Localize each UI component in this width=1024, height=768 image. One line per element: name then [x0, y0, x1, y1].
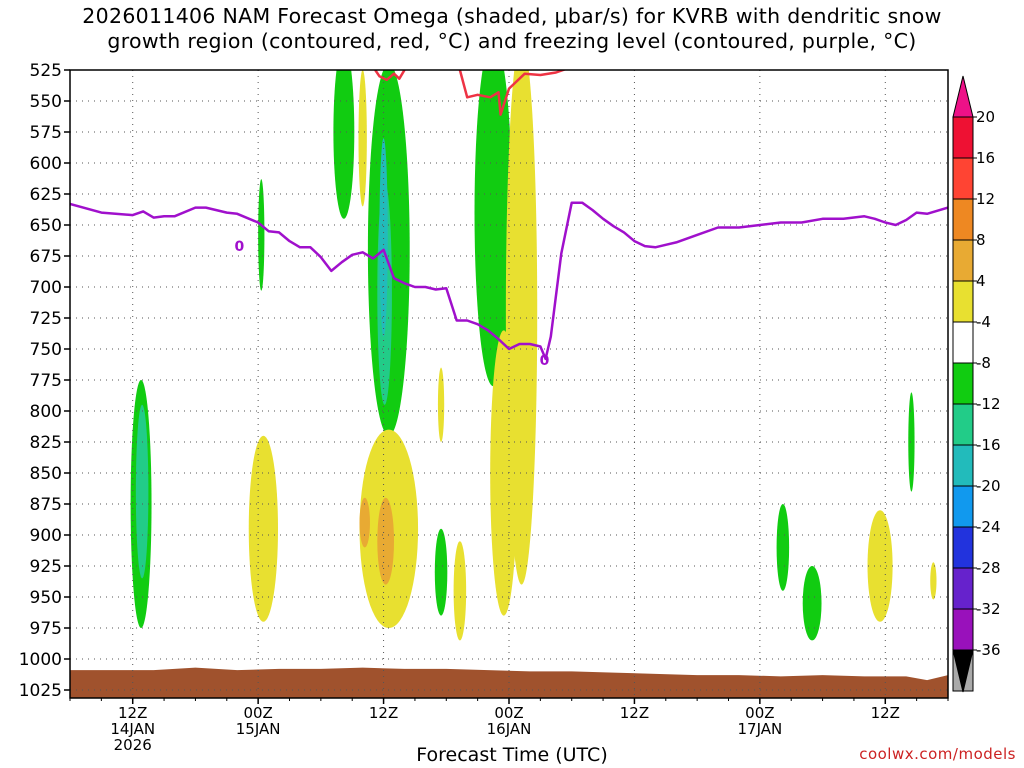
colorbar-label-0: 20 — [976, 108, 995, 126]
omega-region-3 — [258, 179, 265, 291]
contour-layer: 00 — [70, 70, 948, 369]
colorbar-bin-6 — [952, 362, 974, 405]
x-tick-label-0-2: 2026 — [114, 736, 152, 754]
x-tick-label-3-0: 00Z — [494, 704, 523, 722]
y-axis: 525 550 575 600 625 650 675 700 725 750 775 800 825 8… — [19, 61, 70, 701]
y-tick-label-17: 950 — [30, 588, 62, 608]
omega-region-10 — [377, 497, 395, 585]
y-tick-label-12: 825 — [30, 433, 62, 453]
x-tick-label-4-0: 12Z — [620, 704, 649, 722]
colorbar-label-9: -20 — [976, 477, 1001, 495]
chart-title: 2026011406 NAM Forecast Omega (shaded, μ… — [82, 4, 942, 53]
omega-shading-layer — [130, 70, 937, 641]
y-tick-label-0: 525 — [30, 61, 62, 81]
x-tick-label-0-1: 14JAN — [110, 720, 155, 738]
y-tick-label-7: 700 — [30, 278, 62, 298]
omega-region-7 — [379, 138, 388, 337]
y-tick-label-5: 650 — [30, 216, 62, 236]
omega-region-4 — [333, 70, 355, 219]
freezing-level-label-1: 0 — [540, 353, 550, 369]
credit-link[interactable]: coolwx.com/models — [859, 745, 1016, 763]
colorbar-bin-12 — [952, 608, 974, 651]
x-tick-label-0-0: 12Z — [118, 704, 147, 722]
colorbar-label-4: 4 — [976, 272, 986, 290]
dendritic-contour-0 — [374, 70, 406, 82]
colorbar-label-3: 8 — [976, 231, 986, 249]
omega-region-22 — [930, 562, 937, 600]
colorbar-bin-11 — [952, 567, 974, 610]
colorbar-label-5: -4 — [976, 313, 991, 331]
omega-region-13 — [434, 528, 448, 616]
colorbar-label-11: -28 — [976, 559, 1001, 577]
y-tick-label-13: 850 — [30, 464, 62, 484]
colorbar-label-12: -32 — [976, 600, 1001, 618]
colorbar-label-10: -24 — [976, 518, 1001, 536]
colorbar: 20 16 12 8 4 -4 -8 -12 -16 -20 -24 -28 -32 -36 — [952, 75, 1001, 693]
omega-region-11 — [359, 497, 370, 548]
omega-region-8 — [358, 70, 367, 207]
freezing-level-line — [70, 201, 948, 361]
freezing-level-label-0: 0 — [234, 239, 244, 255]
y-tick-label-18: 975 — [30, 619, 62, 639]
x-tick-label-2-0: 12Z — [369, 704, 398, 722]
omega-region-2 — [248, 435, 279, 622]
dendritic-contour-1 — [458, 70, 567, 116]
y-tick-label-6: 675 — [30, 247, 62, 267]
y-tick-label-2: 575 — [30, 123, 62, 143]
y-tick-label-3: 600 — [30, 154, 62, 174]
y-tick-label-16: 925 — [30, 557, 62, 577]
colorbar-label-6: -8 — [976, 354, 991, 372]
omega-region-17 — [505, 70, 538, 585]
colorbar-bin-4 — [952, 280, 974, 323]
colorbar-top-arrow — [952, 75, 974, 118]
x-tick-label-5-1: 17JAN — [737, 720, 782, 738]
omega-region-15 — [474, 70, 513, 387]
colorbar-bin-7 — [952, 403, 974, 446]
omega-region-12 — [437, 367, 445, 442]
y-tick-label-8: 725 — [30, 309, 62, 329]
omega-region-18 — [776, 504, 790, 591]
x-tick-label-6-0: 12Z — [871, 704, 900, 722]
colorbar-bin-0 — [952, 116, 974, 159]
colorbar-label-1: 16 — [976, 149, 995, 167]
colorbar-bin-10 — [952, 526, 974, 569]
colorbar-bin-8 — [952, 444, 974, 487]
omega-region-1 — [135, 404, 149, 579]
y-tick-label-10: 775 — [30, 371, 62, 391]
y-tick-label-20: 1025 — [19, 681, 62, 701]
colorbar-bin-9 — [952, 485, 974, 528]
colorbar-bin-2 — [952, 198, 974, 241]
x-tick-label-1-1: 15JAN — [236, 720, 281, 738]
colorbar-label-13: -36 — [976, 641, 1001, 659]
colorbar-bin-5 — [952, 321, 974, 364]
colorbar-label-2: 12 — [976, 190, 995, 208]
colorbar-bin-3 — [952, 239, 974, 282]
colorbar-bottom-arrow — [952, 649, 974, 693]
colorbar-bin-1 — [952, 157, 974, 200]
x-tick-label-5-0: 00Z — [745, 704, 774, 722]
x-tick-label-1-0: 00Z — [243, 704, 272, 722]
y-tick-label-15: 900 — [30, 526, 62, 546]
omega-region-21 — [908, 392, 915, 492]
x-axis-title: Forecast Time (UTC) — [416, 744, 608, 766]
y-tick-label-14: 875 — [30, 495, 62, 515]
colorbar-label-8: -16 — [976, 436, 1001, 454]
x-tick-label-3-1: 16JAN — [487, 720, 532, 738]
colorbar-label-7: -12 — [976, 395, 1001, 413]
y-tick-label-9: 750 — [30, 340, 62, 360]
omega-region-14 — [453, 541, 467, 641]
y-tick-label-11: 800 — [30, 402, 62, 422]
y-tick-label-19: 1000 — [19, 650, 62, 670]
omega-region-19 — [802, 566, 822, 641]
y-tick-label-4: 625 — [30, 185, 62, 205]
y-tick-label-1: 550 — [30, 92, 62, 112]
